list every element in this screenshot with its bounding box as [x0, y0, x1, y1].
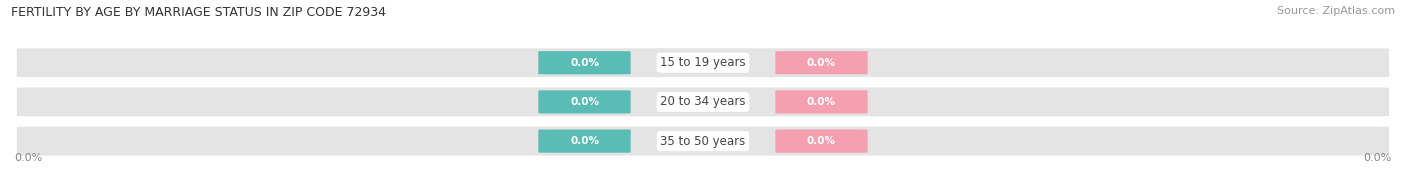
- Text: 0.0%: 0.0%: [807, 97, 837, 107]
- Text: 0.0%: 0.0%: [807, 136, 837, 146]
- FancyBboxPatch shape: [775, 51, 868, 74]
- Text: FERTILITY BY AGE BY MARRIAGE STATUS IN ZIP CODE 72934: FERTILITY BY AGE BY MARRIAGE STATUS IN Z…: [11, 6, 387, 19]
- Text: 0.0%: 0.0%: [569, 58, 599, 68]
- FancyBboxPatch shape: [775, 130, 868, 153]
- FancyBboxPatch shape: [775, 90, 868, 113]
- FancyBboxPatch shape: [17, 48, 1389, 77]
- Text: 0.0%: 0.0%: [14, 152, 42, 163]
- Text: 20 to 34 years: 20 to 34 years: [661, 95, 745, 108]
- FancyBboxPatch shape: [17, 127, 1389, 156]
- Text: 0.0%: 0.0%: [1364, 152, 1392, 163]
- Text: 35 to 50 years: 35 to 50 years: [661, 135, 745, 148]
- Text: 15 to 19 years: 15 to 19 years: [661, 56, 745, 69]
- FancyBboxPatch shape: [538, 51, 631, 74]
- Text: 0.0%: 0.0%: [807, 58, 837, 68]
- Text: Source: ZipAtlas.com: Source: ZipAtlas.com: [1277, 6, 1395, 16]
- FancyBboxPatch shape: [538, 90, 631, 113]
- FancyBboxPatch shape: [538, 130, 631, 153]
- FancyBboxPatch shape: [17, 87, 1389, 116]
- Text: 0.0%: 0.0%: [569, 97, 599, 107]
- Text: 0.0%: 0.0%: [569, 136, 599, 146]
